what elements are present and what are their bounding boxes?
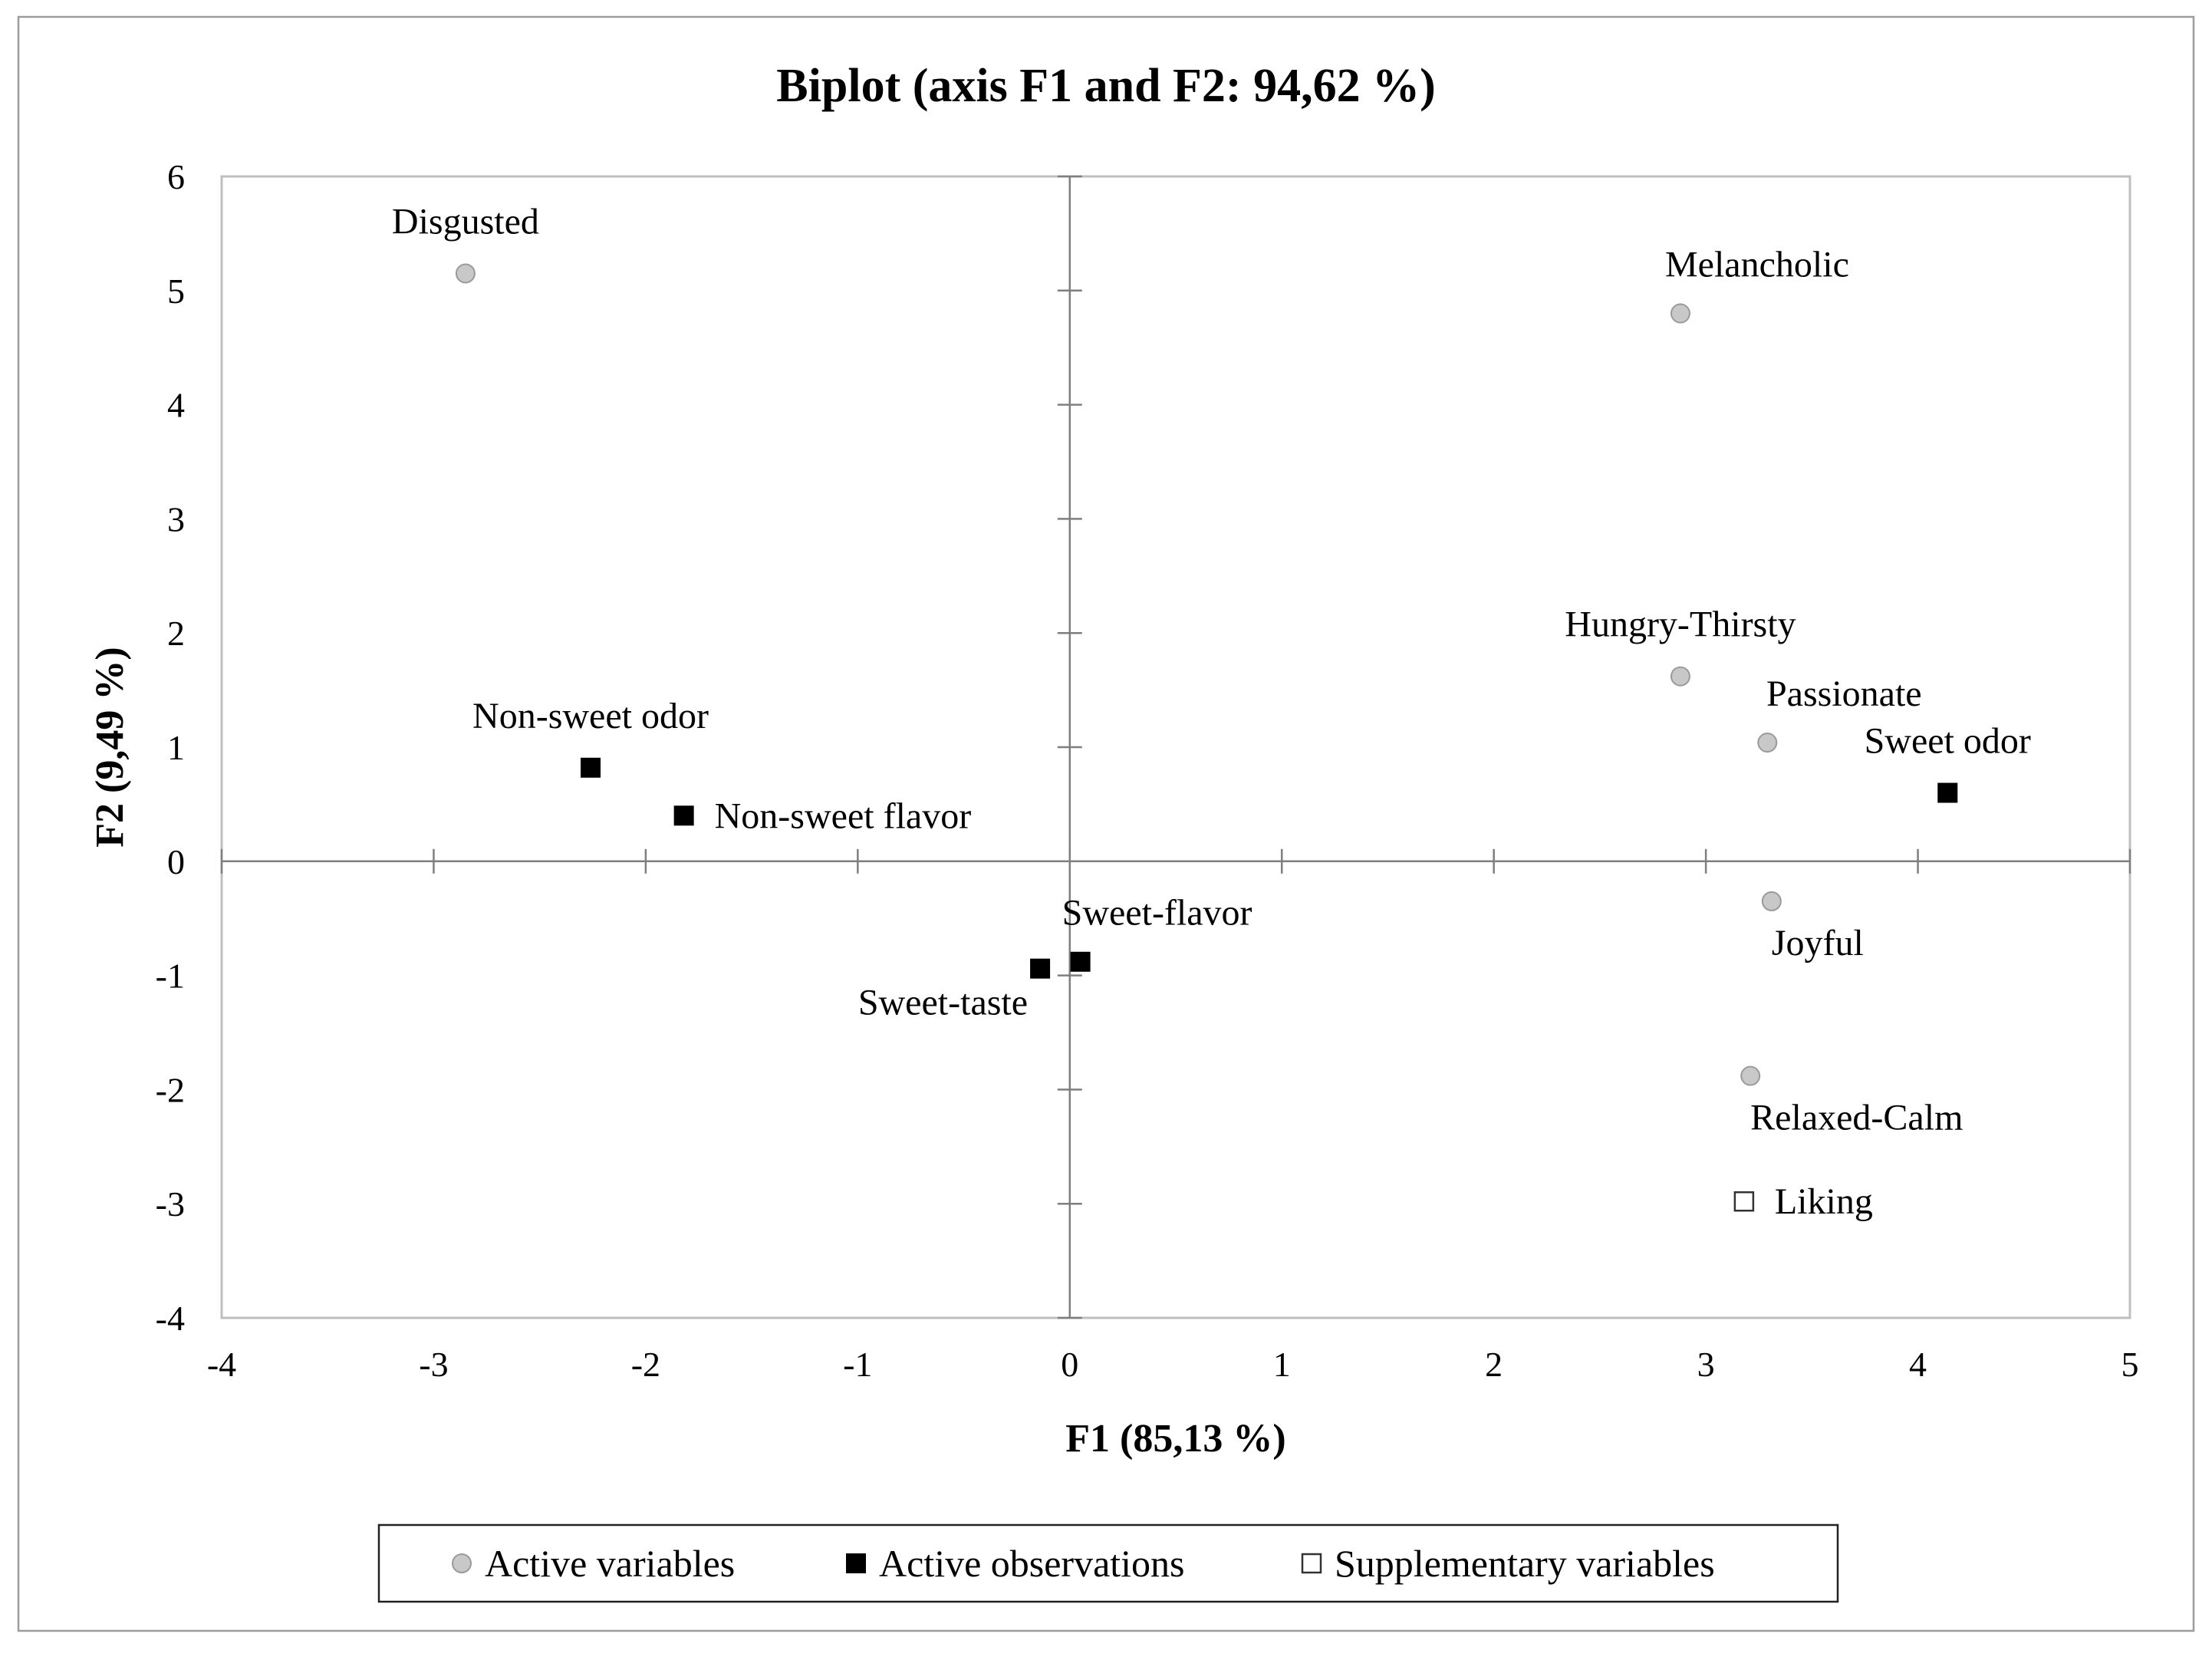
point-label-liking: Liking [1775,1181,1873,1222]
outer-frame [17,15,2195,1632]
plot-area-frame [220,175,2131,1319]
active-variable-point [1740,1065,1761,1086]
legend-label-active-observations: Active observations [879,1542,1185,1585]
active-observation-point [673,805,694,826]
x-tick-label: 3 [1697,1345,1715,1384]
x-tick-label: -4 [207,1345,236,1384]
point-label-non-sweet-odor: Non-sweet odor [472,696,709,736]
point-label-hungry-thirsty: Hungry-Thirsty [1565,604,1796,645]
active-observation-point [1030,958,1051,979]
point-label-melancholic: Melancholic [1665,245,1849,285]
x-axis-label: F1 (85,13 %) [1065,1417,1285,1461]
active-variable-point [455,263,476,284]
active-observation-point [1070,951,1091,972]
y-tick-label: 6 [167,157,185,196]
x-tick-label: 4 [1909,1345,1927,1384]
point-label-sweet-taste: Sweet-taste [858,983,1028,1023]
legend-marker-active-observations [846,1553,866,1573]
y-tick-label: -2 [156,1070,185,1109]
y-tick-label: -1 [156,957,185,996]
active-variable-point [1757,733,1778,753]
point-label-relaxed-calm: Relaxed-Calm [1750,1098,1963,1138]
active-observation-point [581,757,601,778]
y-tick-label: 1 [167,728,185,767]
supplementary-variable-point [1733,1191,1755,1212]
active-variable-point [1761,891,1782,911]
legend-label-active-variables: Active variables [485,1542,735,1585]
y-tick-label: 2 [167,614,185,653]
active-observation-point [1937,782,1958,803]
x-tick-label: 0 [1061,1345,1078,1384]
y-tick-label: 3 [167,499,185,539]
legend-box [377,1523,1839,1603]
y-tick-label: -4 [156,1299,185,1338]
y-tick-label: 5 [167,272,185,311]
point-label-non-sweet-flavor: Non-sweet flavor [715,795,972,836]
point-label-passionate: Passionate [1766,674,1922,714]
x-tick-label: -1 [843,1345,872,1384]
point-label-disgusted: Disgusted [392,201,539,242]
y-tick-label: -3 [156,1184,185,1224]
point-label-sweet-flavor: Sweet-flavor [1062,893,1252,934]
x-tick-label: 5 [2121,1345,2139,1384]
x-tick-label: -2 [631,1345,660,1384]
chart-title: Biplot (axis F1 and F2: 94,62 %) [776,60,1435,112]
active-variable-point [1670,666,1690,687]
legend-marker-active-variables [452,1553,472,1573]
point-label-joyful: Joyful [1772,923,1864,963]
y-axis-label: F2 (9,49 %) [88,647,132,847]
point-label-sweet-odor: Sweet odor [1865,721,2031,762]
legend-label-supplementary-variables: Supplementary variables [1335,1542,1715,1585]
x-tick-label: 2 [1485,1345,1503,1384]
active-variable-point [1670,303,1690,324]
x-tick-label: 1 [1273,1345,1291,1384]
y-tick-label: 0 [167,842,185,881]
y-tick-label: 4 [167,386,185,425]
x-tick-label: -3 [419,1345,448,1384]
legend-marker-supplementary-variables [1301,1553,1322,1574]
